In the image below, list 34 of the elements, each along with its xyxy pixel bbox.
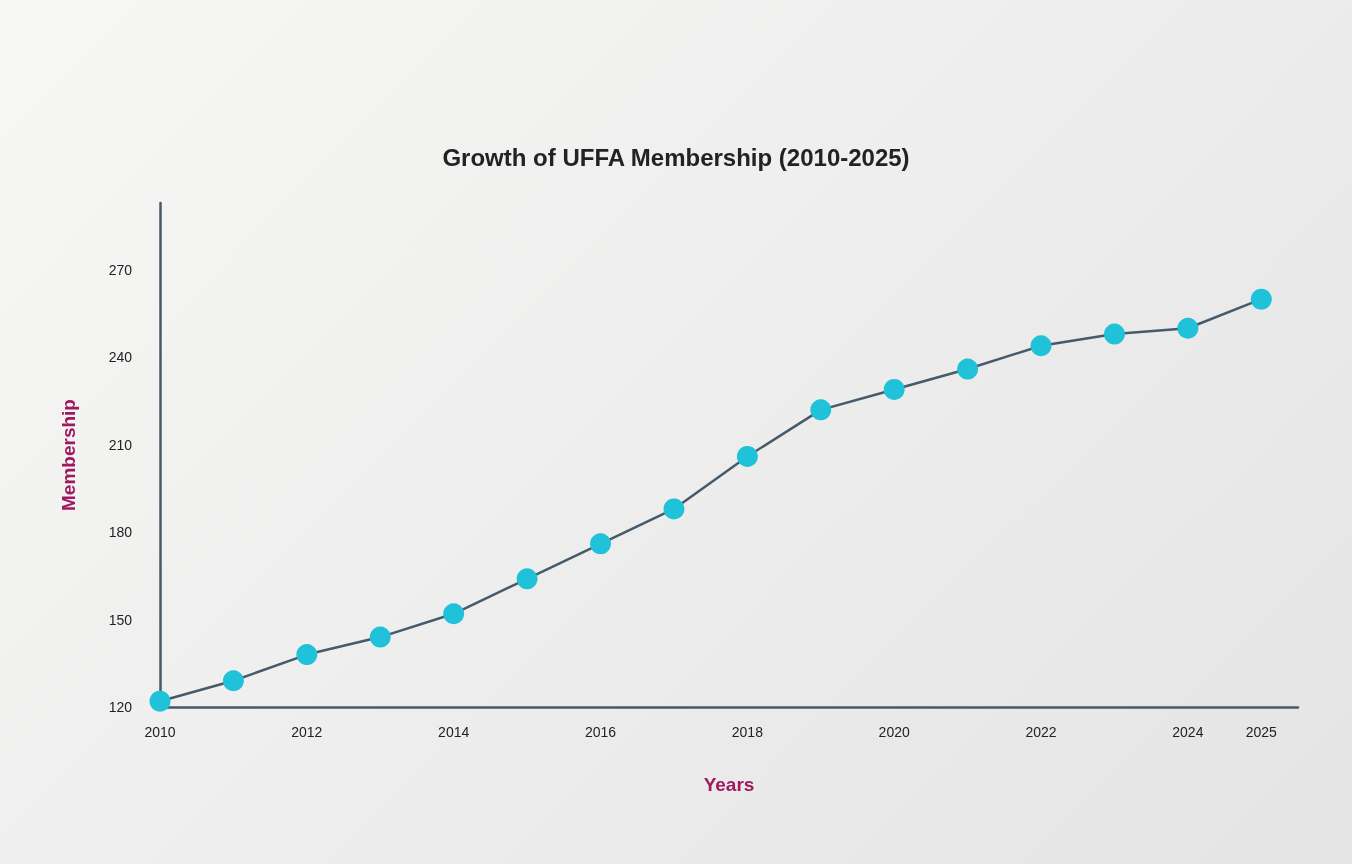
- point: [1250, 288, 1272, 310]
- y-axis-title: Membership: [58, 399, 79, 511]
- y-tick-label: 240: [108, 349, 133, 366]
- point: [149, 690, 171, 712]
- point: [1177, 317, 1199, 339]
- x-axis-title: Years: [703, 774, 755, 795]
- point: [590, 533, 612, 555]
- x-tick-label: 2024: [1172, 724, 1204, 740]
- y-tick-label: 210: [108, 436, 133, 453]
- x-tick-label: 2014: [438, 724, 470, 740]
- x-tick-label: 2010: [144, 724, 176, 740]
- x-tick-label: 2022: [1025, 724, 1057, 740]
- x-tick-label: 2018: [731, 724, 764, 740]
- point: [736, 445, 758, 467]
- point: [296, 644, 318, 666]
- point: [222, 670, 244, 692]
- point: [883, 378, 905, 400]
- y-tick-label: 180: [108, 524, 133, 541]
- y-tick-label: 120: [108, 699, 133, 715]
- point: [516, 568, 538, 590]
- x-tick-label: 2025: [1245, 724, 1278, 740]
- point: [1030, 335, 1052, 357]
- point: [663, 498, 685, 520]
- point: [810, 399, 832, 421]
- point: [957, 358, 979, 380]
- y-tick-label: 150: [108, 611, 133, 628]
- point: [369, 626, 391, 648]
- x-tick-label: 2020: [878, 724, 910, 740]
- y-tick-label: 270: [108, 262, 133, 279]
- point: [1103, 323, 1125, 345]
- x-tick-label: 2012: [291, 724, 323, 740]
- chart-title: Growth of UFFA Membership (2010-2025): [442, 143, 910, 171]
- x-tick-label: 2016: [584, 724, 617, 740]
- point: [443, 603, 465, 625]
